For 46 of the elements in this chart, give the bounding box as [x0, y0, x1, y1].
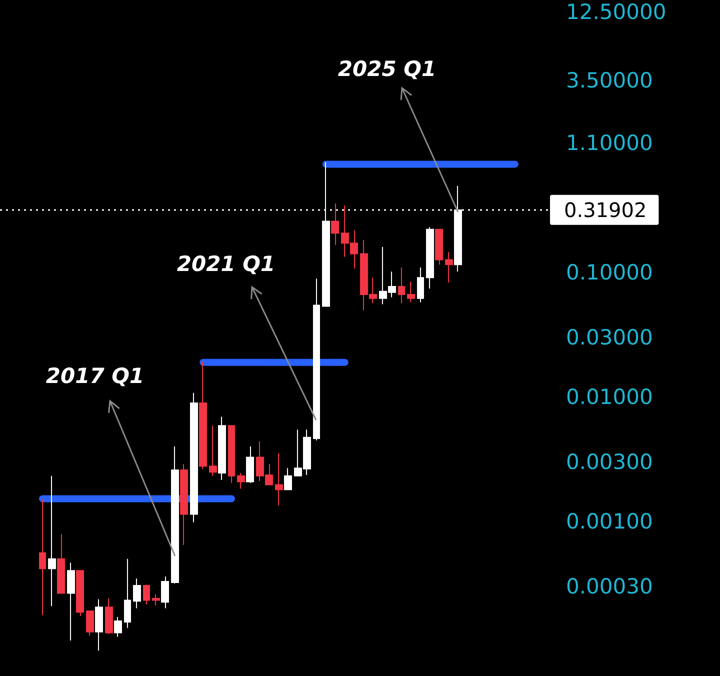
annotation: 2025 Q1 — [338, 57, 436, 81]
candlestick — [284, 468, 292, 490]
candlestick — [76, 570, 84, 617]
candlestick — [445, 251, 453, 283]
candlestick — [190, 392, 198, 523]
candlestick — [228, 425, 235, 484]
y-tick-label: 0.10000 — [566, 260, 653, 285]
candlestick — [218, 416, 226, 480]
candlestick — [246, 446, 254, 484]
candlestick — [313, 278, 320, 441]
candlestick — [171, 446, 179, 584]
candlestick — [114, 616, 122, 638]
candlestick — [48, 475, 56, 607]
y-tick-label: 3.50000 — [566, 68, 653, 93]
candlestick — [67, 562, 75, 642]
candlestick — [133, 578, 141, 609]
y-tick-label: 0.00100 — [566, 509, 653, 534]
candlestick — [152, 594, 160, 606]
ref-line-label: 0.31902 — [564, 198, 647, 222]
candlestick — [105, 598, 113, 635]
candlestick — [209, 425, 217, 476]
candlestick — [86, 610, 94, 636]
annotation: 2021 Q1 — [176, 252, 276, 276]
y-tick-label: 0.00030 — [566, 574, 653, 598]
candlestick — [237, 472, 245, 490]
candlestick — [95, 598, 103, 652]
candlestick — [398, 267, 405, 304]
candlestick — [331, 203, 339, 246]
candlestick — [426, 226, 434, 290]
candlestick — [180, 464, 188, 546]
candlestick — [407, 281, 415, 303]
y-tick-label: 0.00300 — [566, 450, 653, 474]
candlestick — [124, 558, 131, 628]
candlestick — [57, 534, 65, 594]
y-tick-label: 0.03000 — [566, 326, 653, 350]
y-tick-label: 12.50000 — [566, 0, 666, 24]
annotation: 2017 Q1 — [46, 364, 144, 388]
candlestick — [275, 452, 283, 506]
candlestick — [143, 584, 150, 605]
candlestick — [417, 267, 424, 303]
candlestick — [435, 228, 443, 266]
candlestick — [39, 498, 46, 616]
y-tick-label: 1.10000 — [566, 131, 653, 156]
y-tick-label: 0.01000 — [566, 385, 653, 410]
candlestick — [199, 361, 207, 470]
candlestick — [161, 576, 169, 609]
